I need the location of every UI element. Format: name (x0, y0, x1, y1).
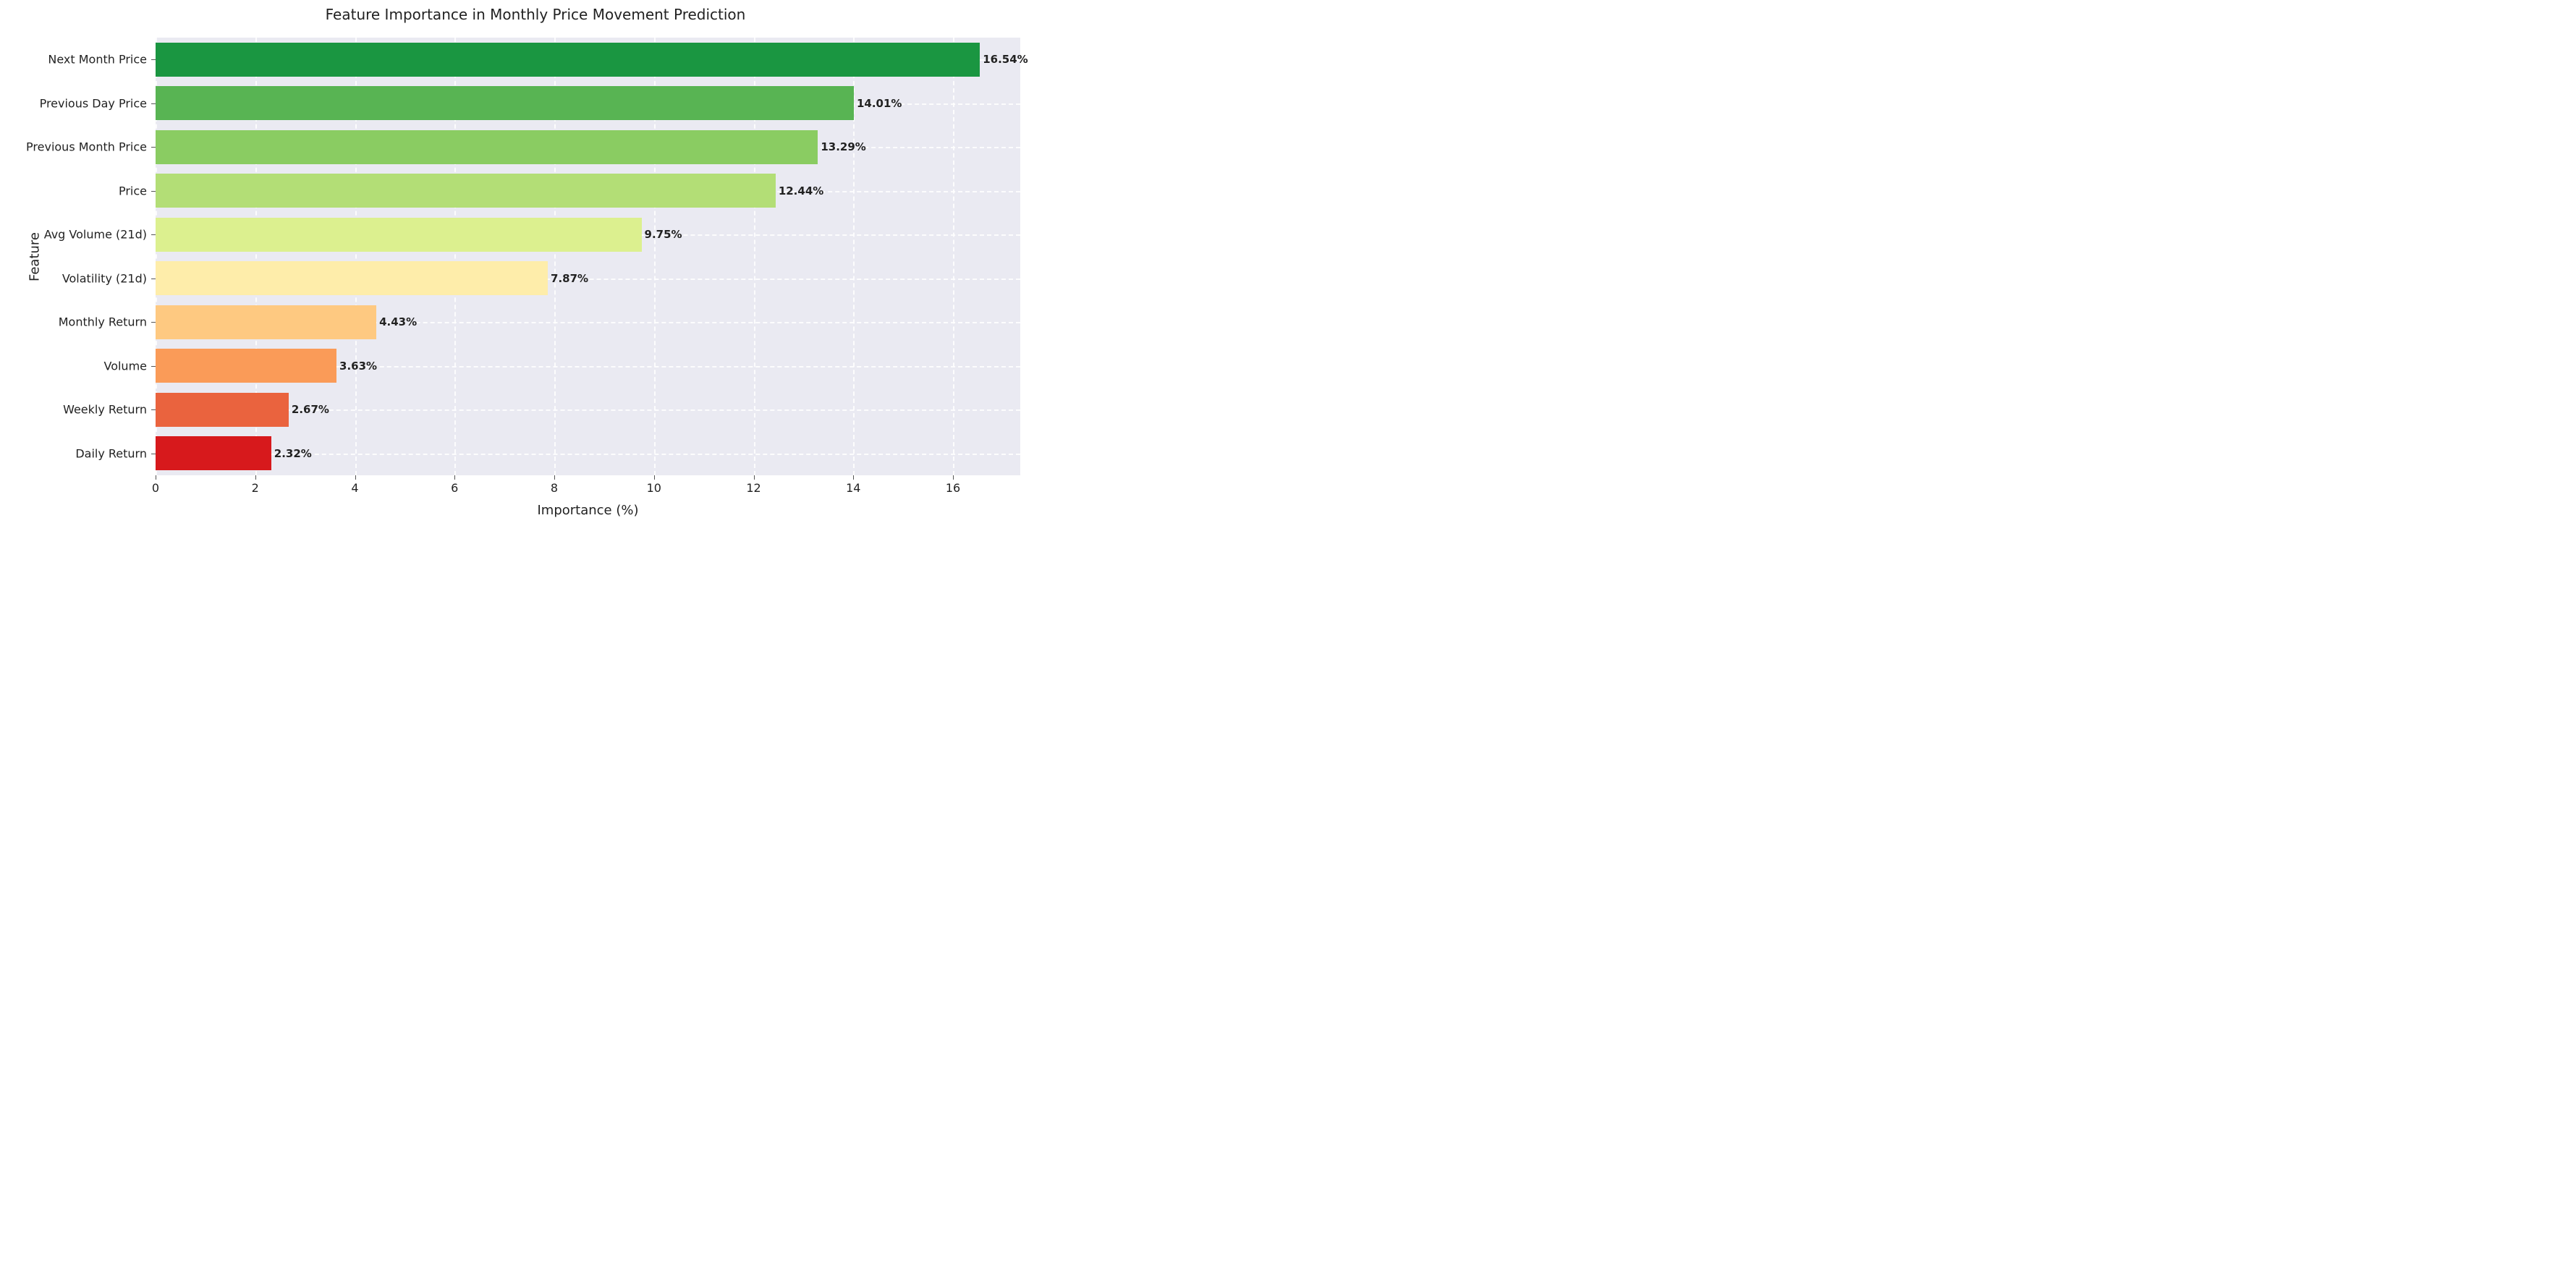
x-tick (554, 475, 555, 480)
bar (156, 305, 376, 339)
y-tick-label: Monthly Return (59, 315, 147, 329)
x-tick (654, 475, 655, 480)
bar (156, 393, 289, 427)
x-tick-label: 2 (252, 481, 259, 495)
bar (156, 349, 336, 383)
plot-area: Feature Importance (%) 0246810121416Next… (156, 38, 1020, 475)
x-tick (953, 475, 954, 480)
bar (156, 436, 271, 470)
bar-value-label: 4.43% (379, 315, 417, 328)
y-tick-label: Next Month Price (48, 53, 147, 67)
x-axis-label: Importance (%) (537, 503, 638, 518)
bar-value-label: 7.87% (551, 272, 588, 285)
x-tick (754, 475, 755, 480)
y-tick-label: Volatility (21d) (62, 271, 147, 285)
bar-value-label: 2.67% (292, 403, 329, 416)
x-tick (454, 475, 455, 480)
x-tick (853, 475, 854, 480)
bar (156, 86, 854, 120)
figure: Feature Importance in Monthly Price Move… (0, 0, 1071, 532)
x-tick-label: 10 (647, 481, 661, 495)
y-axis-label: Feature (27, 231, 43, 281)
x-tick (355, 475, 356, 480)
bar-value-label: 2.32% (274, 447, 312, 460)
chart-title: Feature Importance in Monthly Price Move… (0, 6, 1071, 23)
y-tick-label: Daily Return (75, 446, 147, 460)
bar (156, 174, 776, 208)
bar-value-label: 3.63% (339, 360, 377, 373)
bar-value-label: 12.44% (779, 184, 823, 197)
y-tick-label: Previous Day Price (40, 96, 147, 110)
x-tick-label: 14 (846, 481, 860, 495)
bar-value-label: 9.75% (645, 228, 682, 241)
y-tick-label: Avg Volume (21d) (44, 228, 147, 242)
x-tick-label: 8 (551, 481, 558, 495)
y-tick-label: Volume (103, 359, 147, 373)
y-tick-label: Previous Month Price (26, 140, 147, 154)
x-tick-label: 6 (451, 481, 458, 495)
x-tick-label: 16 (946, 481, 960, 495)
x-tick-label: 12 (746, 481, 760, 495)
x-tick-label: 4 (351, 481, 358, 495)
bar (156, 130, 818, 164)
bar (156, 261, 548, 295)
bar (156, 218, 642, 252)
bar-value-label: 14.01% (857, 97, 902, 110)
y-tick-label: Weekly Return (63, 403, 147, 417)
x-tick-label: 0 (152, 481, 159, 495)
x-tick (255, 475, 256, 480)
bar-value-label: 13.29% (821, 140, 865, 153)
bar-value-label: 16.54% (983, 53, 1028, 66)
bar (156, 43, 980, 77)
y-tick-label: Price (119, 184, 147, 197)
